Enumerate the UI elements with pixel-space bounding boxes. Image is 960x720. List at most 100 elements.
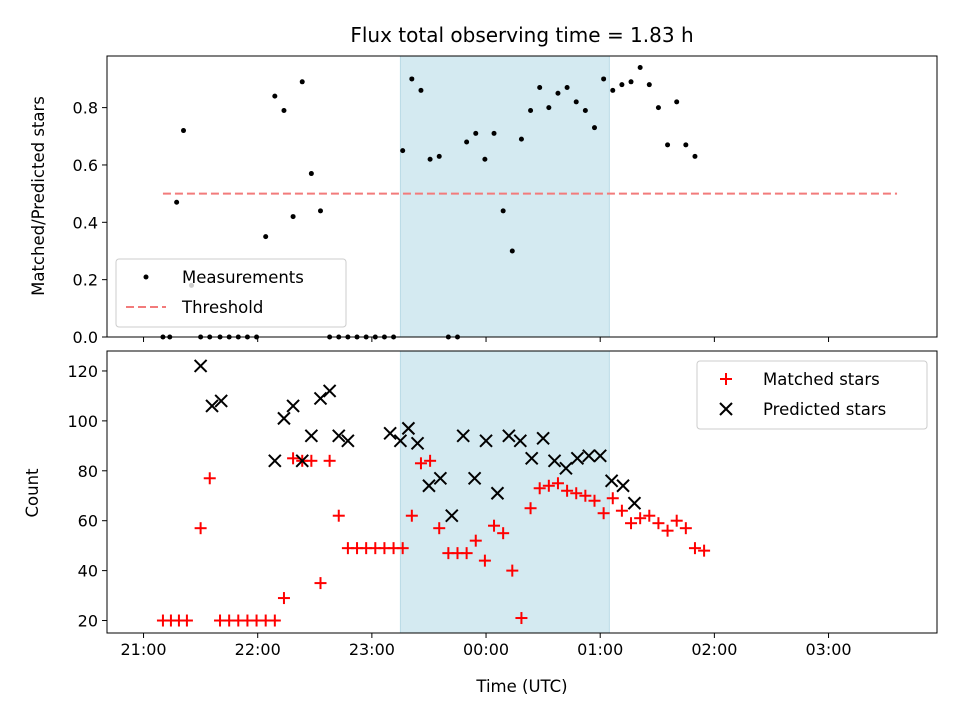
legend-measurements-label: Measurements bbox=[182, 268, 304, 287]
predicted-star-x-b bbox=[268, 454, 282, 468]
matched-star-point bbox=[287, 452, 300, 465]
bottom-y-tick-label: 100 bbox=[67, 412, 98, 431]
x-axis-label: Time (UTC) bbox=[475, 677, 567, 696]
predicted-star-x-b bbox=[332, 429, 346, 443]
measurement-point bbox=[272, 93, 278, 99]
top-y-axis-label: Matched/Predicted stars bbox=[29, 96, 48, 296]
measurement-point bbox=[582, 107, 588, 113]
predicted-star-x-b bbox=[214, 394, 228, 408]
legend-predicted-marker bbox=[719, 402, 733, 416]
predicted-star-x-b bbox=[313, 391, 328, 406]
legend-bottom-frame bbox=[696, 360, 928, 430]
top-highlight-span bbox=[399, 55, 610, 338]
legend-predicted-label: Predicted stars bbox=[763, 400, 886, 419]
predicted-star-x-b bbox=[479, 434, 493, 448]
matched-star-point bbox=[488, 519, 501, 532]
predicted-star-x-b bbox=[490, 486, 505, 500]
predicted-star-point bbox=[304, 429, 319, 443]
predicted-star-x-b bbox=[193, 359, 208, 373]
bottom-x-tick-label: 23:00 bbox=[349, 640, 395, 659]
predicted-star-point bbox=[268, 454, 282, 468]
matched-star-point bbox=[643, 509, 656, 522]
predicted-star-x-b bbox=[593, 449, 607, 463]
matched-star-point bbox=[478, 554, 491, 567]
predicted-star-x-b bbox=[277, 411, 291, 426]
matched-star-point bbox=[551, 477, 564, 490]
predicted-star-point bbox=[383, 426, 397, 441]
predicted-star-point bbox=[490, 486, 505, 500]
matched-star-point bbox=[314, 577, 327, 590]
predicted-star-point bbox=[616, 479, 630, 493]
matched-star-point bbox=[469, 534, 482, 547]
measurement-point bbox=[637, 64, 643, 70]
predicted-star-x-b bbox=[536, 431, 550, 446]
predicted-star-x-b bbox=[570, 451, 585, 466]
bottom-y-tick-label: 120 bbox=[67, 362, 98, 381]
bottom-x-tick-label: 01:00 bbox=[577, 640, 623, 659]
matched-star-point bbox=[433, 522, 446, 535]
legend-top: Measurements Threshold bbox=[115, 258, 347, 328]
predicted-star-x-b bbox=[445, 509, 459, 523]
predicted-star-point bbox=[286, 399, 300, 413]
measurement-point bbox=[491, 130, 497, 136]
measurement-point bbox=[619, 82, 625, 88]
measurement-point bbox=[473, 130, 479, 136]
predicted-star-point bbox=[604, 474, 619, 488]
predicted-star-point bbox=[433, 471, 448, 485]
legend-bottom: Matched stars Predicted stars bbox=[696, 360, 928, 430]
predicted-star-x-b bbox=[513, 434, 527, 448]
predicted-star-point bbox=[547, 454, 562, 468]
predicted-star-x-b bbox=[295, 454, 309, 468]
top-axes-frame bbox=[106, 55, 938, 338]
matched-star-point bbox=[268, 614, 281, 627]
bottom-x-tick-label: 03:00 bbox=[805, 640, 851, 659]
predicted-star-point bbox=[313, 391, 328, 406]
legend-matched-label: Matched stars bbox=[763, 370, 880, 389]
measurement-point bbox=[665, 142, 671, 148]
predicted-star-point bbox=[513, 434, 527, 448]
bottom-x-tick-label: 02:00 bbox=[691, 640, 737, 659]
predicted-star-x-b bbox=[604, 474, 619, 488]
measurement-point bbox=[482, 156, 488, 162]
measurement-point bbox=[174, 199, 180, 205]
matched-star-point bbox=[194, 522, 207, 535]
measurement-point bbox=[400, 148, 406, 154]
matched-star-point bbox=[533, 482, 546, 495]
matched-star-point bbox=[561, 484, 574, 497]
top-y-tick-label: 0.0 bbox=[73, 328, 98, 347]
predicted-star-x-b bbox=[559, 461, 573, 475]
predicted-star-point bbox=[393, 434, 408, 448]
predicted-star-x-b bbox=[393, 434, 408, 448]
measurement-point bbox=[299, 79, 305, 85]
matched-star-point bbox=[497, 527, 510, 540]
predicted-star-point bbox=[205, 399, 219, 413]
predicted-star-point bbox=[536, 431, 550, 446]
measurement-point bbox=[409, 76, 415, 82]
matched-star-point bbox=[698, 544, 711, 557]
predicted-star-point bbox=[627, 496, 642, 510]
measurement-point bbox=[573, 99, 579, 105]
matched-star-point bbox=[542, 479, 555, 492]
matched-star-point bbox=[661, 524, 674, 537]
top-y-tick-label: 0.2 bbox=[73, 271, 98, 290]
measurement-point bbox=[509, 248, 515, 254]
measurement-point bbox=[628, 79, 634, 85]
panel-top: 0.0 0.2 0.4 0.6 0.8 bbox=[73, 55, 938, 347]
matched-star-point bbox=[634, 512, 647, 525]
predicted-star-x-b bbox=[422, 479, 436, 493]
predicted-star-x-b bbox=[627, 496, 642, 510]
matched-star-point bbox=[332, 509, 345, 522]
predicted-star-x-b bbox=[205, 399, 219, 413]
legend-matched-marker bbox=[720, 373, 732, 385]
matched-star-point bbox=[506, 564, 519, 577]
matched-star-point bbox=[615, 504, 628, 517]
predicted-star-point bbox=[422, 479, 436, 493]
measurement-point bbox=[518, 136, 524, 142]
predicted-star-x-b bbox=[502, 429, 516, 443]
predicted-star-x-b bbox=[286, 399, 300, 413]
matched-star-point bbox=[305, 454, 318, 467]
predicted-star-x-b bbox=[467, 471, 482, 485]
bottom-axes-frame bbox=[106, 350, 938, 634]
matched-star-point bbox=[515, 612, 528, 625]
